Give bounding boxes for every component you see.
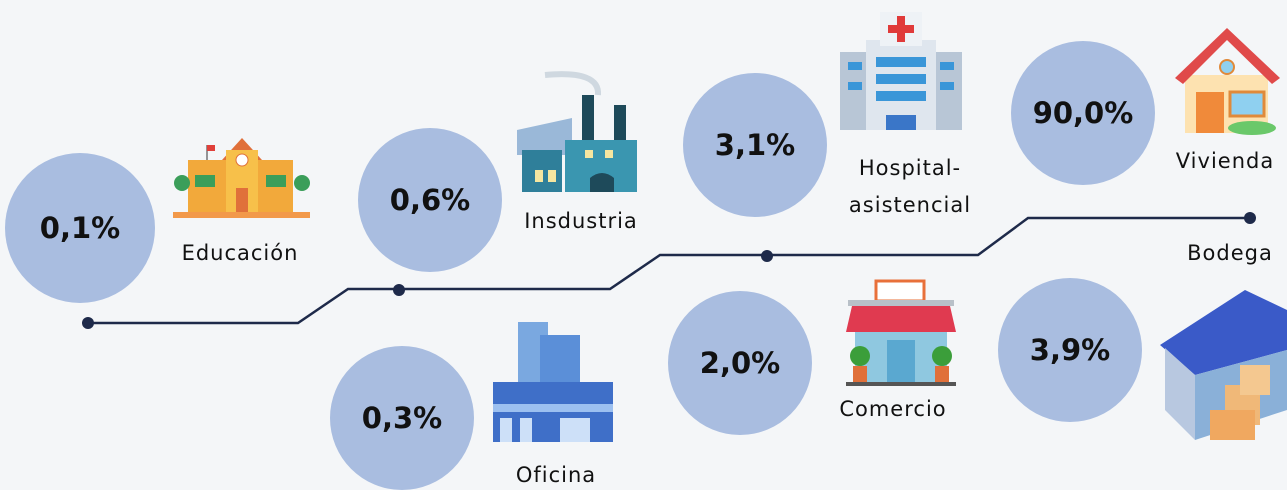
category-label: Bodega xyxy=(1187,241,1273,265)
percent-value: 3,9% xyxy=(1030,333,1110,367)
category-label: Oficina xyxy=(516,463,596,487)
house-icon xyxy=(1175,28,1280,135)
category-label: asistencial xyxy=(849,193,971,217)
percent-value: 90,0% xyxy=(1033,96,1134,130)
school-icon xyxy=(173,138,310,218)
percent-value: 0,1% xyxy=(40,211,120,245)
percent-circle xyxy=(668,291,812,435)
percent-circle xyxy=(358,128,502,272)
shop-icon xyxy=(846,279,956,386)
factory-icon xyxy=(517,71,637,192)
category-label: Hospital- xyxy=(859,156,961,180)
hospital-icon xyxy=(840,12,962,130)
percent-circle xyxy=(5,153,155,303)
percent-value: 0,3% xyxy=(362,401,442,435)
timeline-dots xyxy=(82,212,1256,329)
office-icon xyxy=(493,322,613,442)
category-label: Comercio xyxy=(839,397,946,421)
category-label: Educación xyxy=(182,241,299,265)
timeline xyxy=(88,216,1250,325)
category-label: Insdustria xyxy=(524,209,638,233)
category-label: Vivienda xyxy=(1176,149,1274,173)
percent-value: 2,0% xyxy=(700,346,780,380)
warehouse-icon xyxy=(1160,290,1287,440)
percent-circle xyxy=(1011,41,1155,185)
percent-circle xyxy=(998,278,1142,422)
percent-circle xyxy=(683,73,827,217)
percent-circle xyxy=(330,346,474,490)
percent-value: 0,6% xyxy=(390,183,470,217)
percent-value: 3,1% xyxy=(715,128,795,162)
